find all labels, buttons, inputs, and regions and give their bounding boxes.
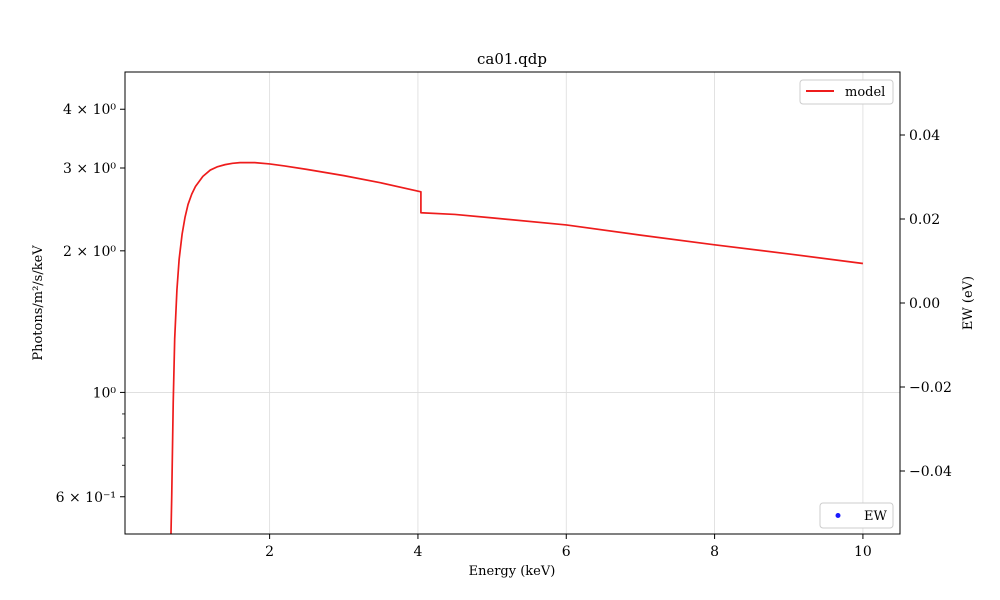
legend-model-label: model xyxy=(845,85,885,100)
legend-ew-box xyxy=(819,502,894,529)
y-right-axis: −0.04 −0.02 0.00 0.02 0.04 xyxy=(900,128,952,480)
x-tick-label: 6 xyxy=(562,544,571,560)
y-right-tick-label: 0.02 xyxy=(909,212,940,228)
x-tick-label: 8 xyxy=(710,544,719,560)
y-left-axis: 6 × 10⁻¹ 10⁰ 2 × 10⁰ 3 × 10⁰ 4 × 10⁰ xyxy=(56,102,125,506)
grid xyxy=(125,72,900,534)
y-right-tick-label: 0.00 xyxy=(909,296,940,312)
y-left-tick-label: 10⁰ xyxy=(93,385,117,401)
x-tick-label: 10 xyxy=(854,544,872,560)
y-right-axis-label: EW (eV) xyxy=(961,276,976,330)
y-right-tick-label: −0.02 xyxy=(909,380,952,396)
y-left-tick-label: 2 × 10⁰ xyxy=(63,244,116,260)
x-axis: 2 4 6 8 10 xyxy=(265,534,872,560)
legend-ew: EW xyxy=(819,502,894,529)
legend-model: model xyxy=(799,79,894,105)
x-axis-label: Energy (keV) xyxy=(469,564,556,579)
chart-title: ca01.qdp xyxy=(477,50,547,68)
legend-ew-marker xyxy=(835,513,841,518)
series-line-model xyxy=(170,161,864,535)
x-tick-label: 2 xyxy=(265,544,274,560)
y-left-tick-label: 6 × 10⁻¹ xyxy=(56,490,116,506)
y-right-tick-label: 0.04 xyxy=(909,128,940,144)
legend-model-box xyxy=(799,79,894,105)
legend-ew-label: EW xyxy=(864,509,887,524)
x-tick-label: 4 xyxy=(413,544,422,560)
y-left-axis-label: Photons/m²/s/keV xyxy=(31,245,46,361)
series-layer xyxy=(170,161,864,535)
y-left-tick-label: 4 × 10⁰ xyxy=(63,102,116,118)
y-right-tick-label: −0.04 xyxy=(909,464,952,480)
y-left-tick-label: 3 × 10⁰ xyxy=(63,161,116,177)
